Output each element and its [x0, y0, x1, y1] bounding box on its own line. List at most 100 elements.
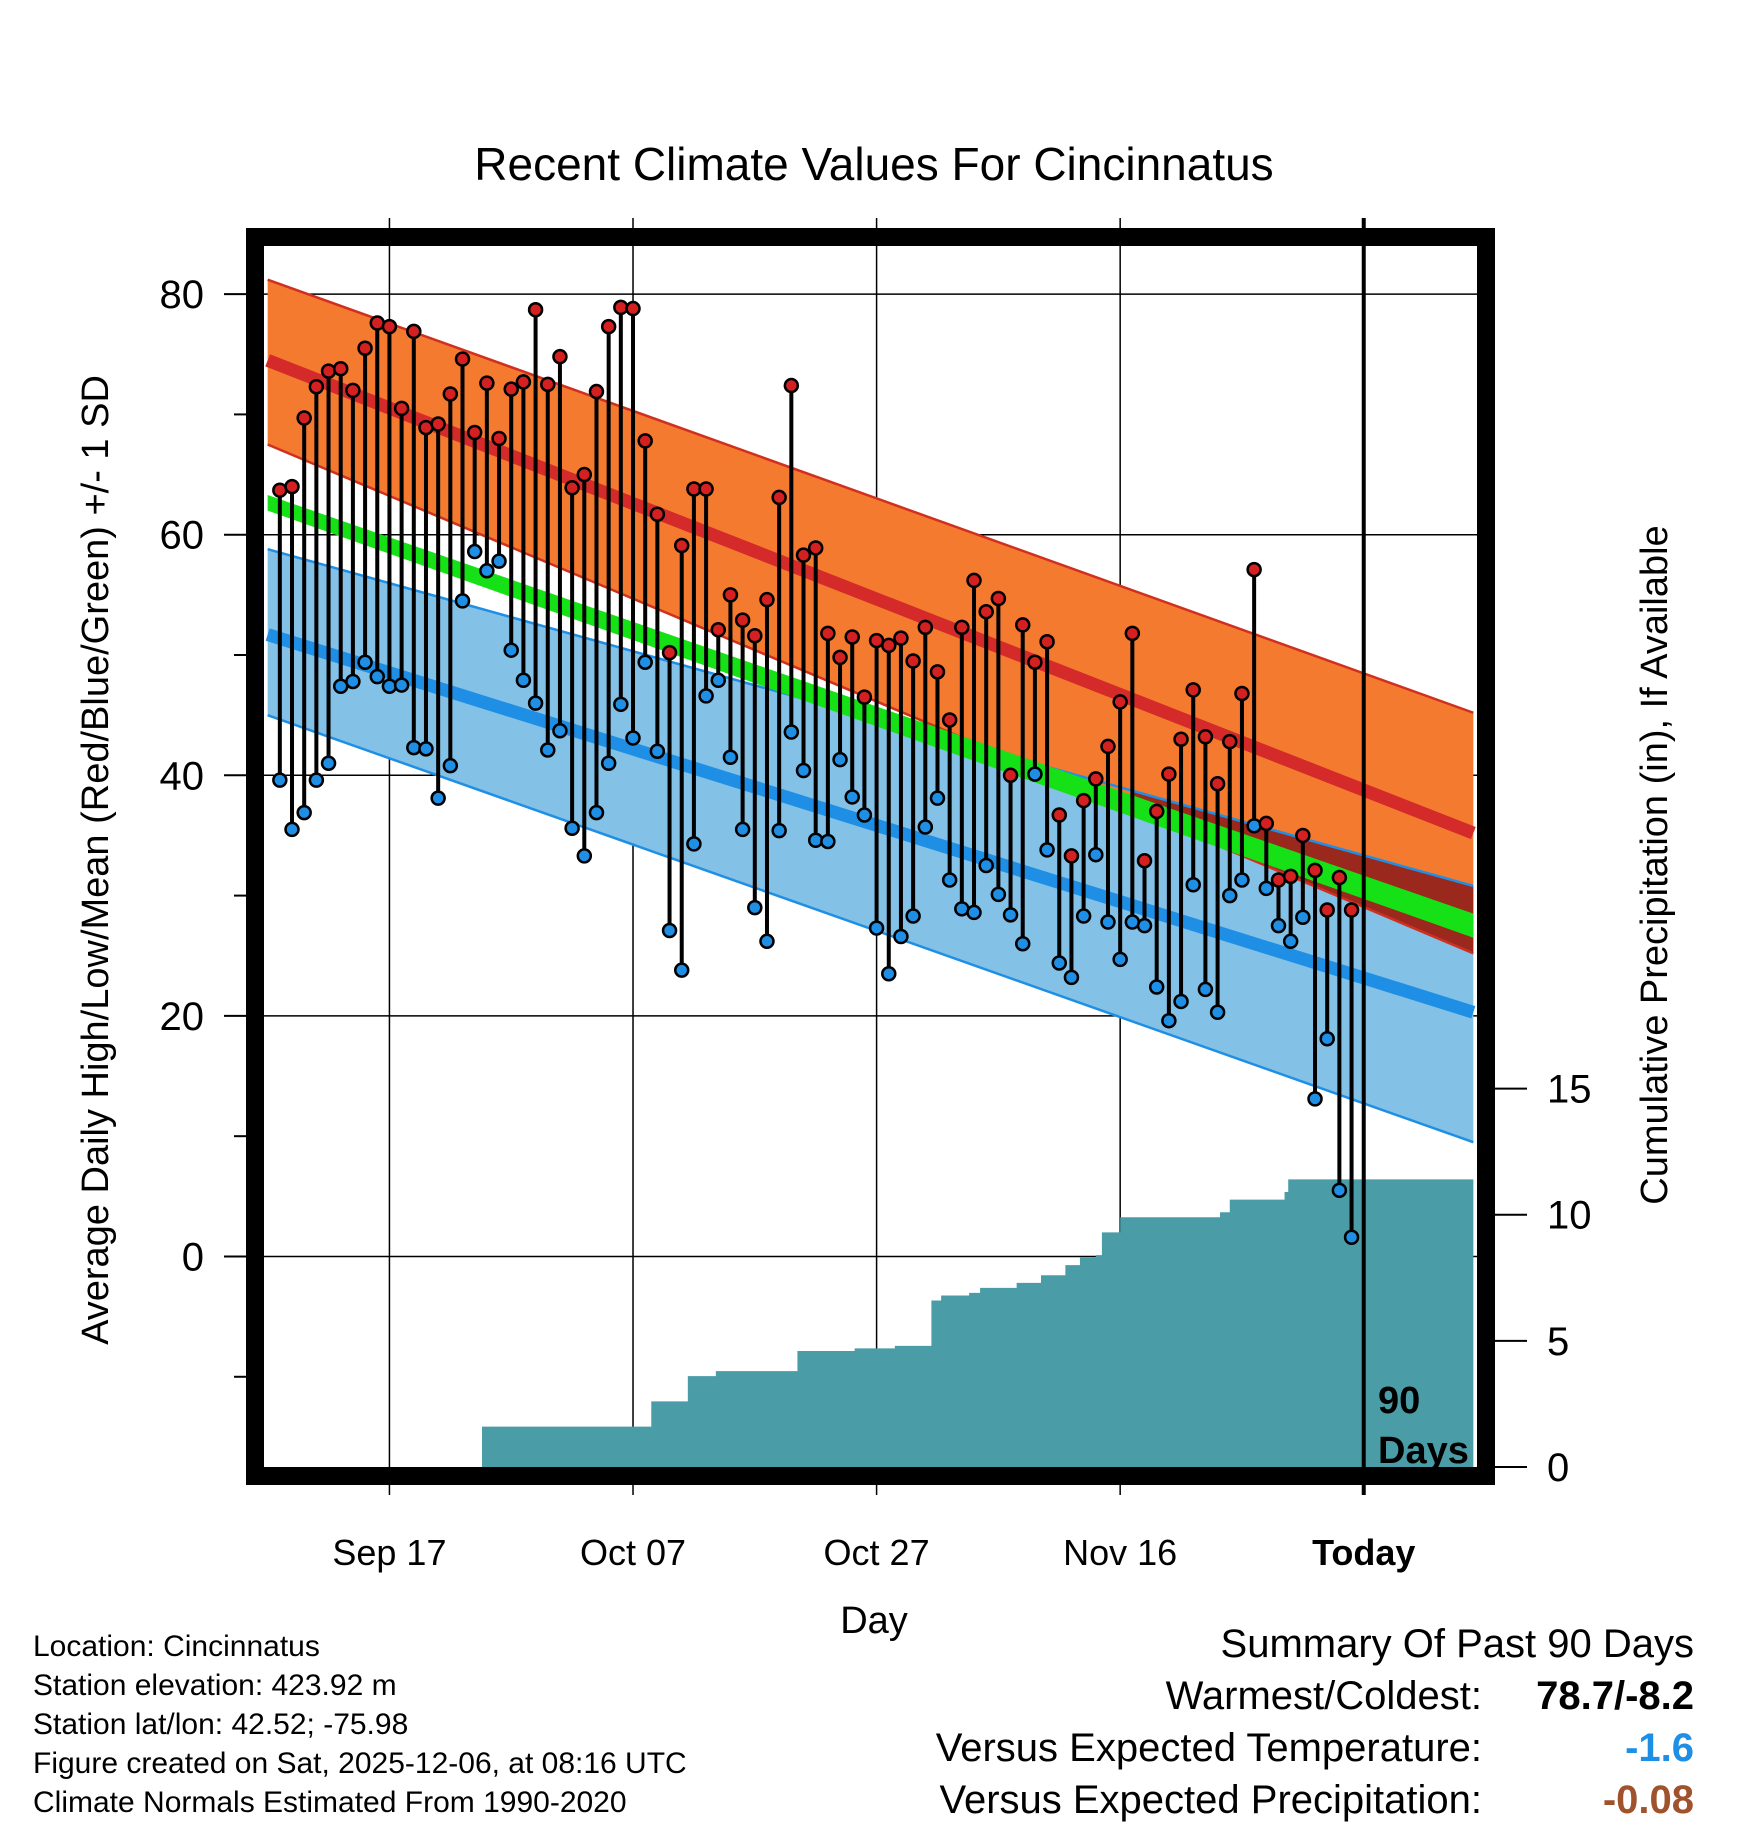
daily-low-point — [272, 772, 288, 788]
daily-high-point — [1027, 654, 1043, 670]
daily-high-point — [1295, 827, 1311, 844]
daily-high-point — [1222, 733, 1238, 750]
daily-high-point — [649, 506, 666, 523]
daily-high-point — [747, 628, 763, 644]
daily-high-point — [466, 424, 483, 441]
daily-low-point — [345, 673, 361, 690]
daily-low-point — [393, 677, 410, 693]
daily-high-point — [479, 375, 495, 391]
daily-high-point — [1112, 694, 1128, 710]
daily-high-point — [320, 363, 337, 379]
latlon-text: Station lat/lon: 42.52; -75.98 — [33, 1708, 409, 1741]
daily-high-point — [807, 540, 824, 556]
daily-high-point — [588, 383, 605, 400]
daily-high-point — [491, 430, 507, 447]
created-text: Figure created on Sat, 2025-12-06, at 08… — [33, 1747, 687, 1780]
daily-low-point — [1209, 1004, 1226, 1021]
daily-low-point — [1173, 993, 1189, 1010]
x-axis-label: Day — [840, 1600, 908, 1642]
temp-departure-row: Versus Expected Temperature: -1.6 — [936, 1722, 1694, 1774]
warmest-coldest-value: 78.7/-8.2 — [1536, 1674, 1694, 1718]
daily-high-point — [673, 537, 690, 554]
daily-low-point — [722, 749, 739, 766]
daily-high-point — [954, 619, 970, 636]
precipitation-area — [267, 1179, 1474, 1467]
daily-low-point — [783, 724, 800, 740]
x-tick-label: Sep 17 — [332, 1532, 446, 1573]
daily-high-point — [1307, 862, 1323, 879]
daily-high-point — [625, 300, 641, 317]
daily-high-point — [527, 302, 544, 318]
daily-high-point — [966, 572, 982, 589]
daily-high-point — [1100, 738, 1116, 755]
daily-high-point — [540, 376, 556, 393]
daily-low-point — [1222, 887, 1238, 904]
daily-high-point — [783, 377, 800, 394]
daily-high-point — [332, 360, 349, 377]
daily-high-point — [978, 603, 994, 620]
x-tick-label: Today — [1312, 1532, 1415, 1573]
daily-low-point — [515, 672, 532, 689]
daily-low-point — [454, 593, 471, 609]
summary-panel: Summary Of Past 90 Days Warmest/Coldest:… — [936, 1618, 1694, 1826]
daily-low-point — [686, 836, 702, 852]
daily-high-point — [856, 689, 873, 705]
daily-high-point — [1343, 902, 1360, 918]
daily-high-point — [722, 587, 739, 603]
daily-low-point — [868, 920, 885, 936]
daily-high-point — [1173, 731, 1189, 747]
location-text: Location: Cincinnatus — [33, 1630, 320, 1663]
daily-low-point — [661, 922, 678, 939]
daily-low-point — [1343, 1229, 1360, 1245]
x-tick-label: Oct 27 — [824, 1532, 930, 1573]
daily-high-point — [600, 318, 617, 335]
daily-high-point — [820, 625, 836, 642]
daily-low-point — [588, 804, 605, 821]
daily-low-point — [1270, 917, 1287, 934]
daily-high-point — [1209, 775, 1226, 792]
daily-low-point — [564, 820, 580, 836]
daily-low-point — [978, 857, 994, 874]
daily-low-point — [1002, 907, 1019, 923]
daily-low-point — [820, 833, 836, 850]
daily-low-point — [320, 755, 337, 772]
y2-tick-label: 5 — [1547, 1320, 1569, 1364]
daily-low-point — [1063, 969, 1080, 986]
daily-high-point — [1039, 634, 1055, 650]
daily-low-point — [466, 543, 483, 560]
temp-departure-label: Versus Expected Temperature: — [935, 1726, 1482, 1770]
daily-high-point — [1246, 561, 1262, 578]
daily-high-point — [515, 374, 532, 390]
daily-low-point — [1075, 908, 1092, 924]
daily-high-point — [734, 612, 751, 628]
daily-high-point — [1088, 771, 1104, 787]
y2-axis-label: Cumulative Precipitation (in), If Availa… — [1634, 525, 1676, 1204]
daily-high-point — [430, 416, 446, 432]
daily-high-point — [759, 591, 775, 608]
daily-high-point — [1319, 902, 1335, 918]
temp-departure-value: -1.6 — [1625, 1726, 1694, 1770]
y-axis-label: Average Daily High/Low/Mean (Red/Blue/Gr… — [75, 375, 117, 1345]
daily-low-point — [832, 751, 848, 768]
daily-low-point — [491, 553, 507, 569]
precip-departure-row: Versus Expected Precipitation: -0.08 — [936, 1774, 1694, 1826]
daily-high-point — [454, 351, 471, 367]
plot-border — [246, 228, 1495, 1485]
high-upper-sd-line — [267, 278, 1474, 714]
daily-high-point — [393, 400, 410, 417]
daily-low-point — [442, 757, 459, 774]
daily-low-point — [1185, 877, 1201, 893]
precip-departure-value: -0.08 — [1602, 1778, 1694, 1822]
daily-high-point — [1197, 729, 1214, 745]
daily-low-point — [1234, 872, 1250, 888]
x-tick-label: Nov 16 — [1063, 1532, 1177, 1573]
daily-low-point — [1161, 1012, 1177, 1029]
daily-high-point — [1161, 766, 1177, 782]
station-info: Location: Cincinnatus Station elevation:… — [33, 1627, 687, 1822]
daily-low-point — [600, 755, 617, 772]
daily-low-point — [917, 819, 934, 835]
y-tick-label: 80 — [160, 273, 205, 317]
daily-high-point — [1051, 807, 1068, 823]
daily-high-point — [881, 637, 897, 654]
daily-low-point — [503, 642, 519, 658]
